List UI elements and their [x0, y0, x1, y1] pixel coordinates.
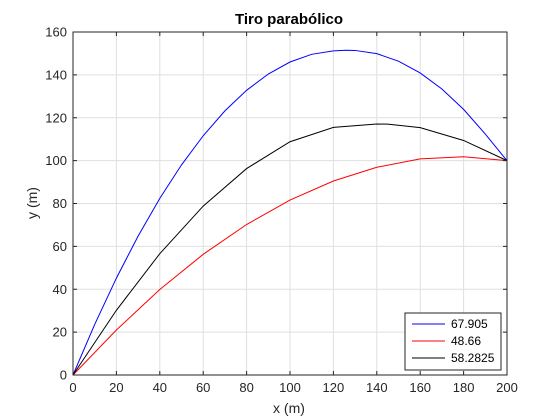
y-tick-label: 0 [60, 368, 67, 383]
x-tick-label: 160 [409, 380, 431, 395]
x-tick-label: 120 [323, 380, 345, 395]
legend-label-1: 67.905 [451, 317, 488, 331]
legend-label-2: 48.66 [451, 334, 481, 348]
x-tick-label: 100 [279, 380, 301, 395]
legend: 67.905 48.66 58.2825 [404, 312, 502, 371]
y-tick-label: 100 [45, 153, 67, 168]
x-tick-label: 0 [69, 380, 76, 395]
series-line-2 [72, 156, 508, 376]
y-tick-label: 40 [53, 282, 67, 297]
legend-label-3: 58.2825 [451, 351, 495, 365]
y-tick-label: 140 [45, 67, 67, 82]
y-tick-label: 20 [53, 325, 67, 340]
y-tick-label: 160 [45, 25, 67, 40]
x-tick-label: 180 [453, 380, 475, 395]
x-tick-label: 80 [239, 380, 253, 395]
y-tick-label: 80 [53, 196, 67, 211]
x-tick-label: 140 [366, 380, 388, 395]
x-tick-label: 60 [196, 380, 210, 395]
chart-title: Tiro parabólico [235, 11, 343, 28]
x-tick-label: 20 [109, 380, 123, 395]
y-tick-label: 60 [53, 239, 67, 254]
y-axis-label: y (m) [24, 187, 40, 219]
x-axis-label: x (m) [273, 400, 305, 416]
series-line-3 [72, 123, 508, 376]
series-line-1 [72, 49, 508, 376]
x-tick-label: 200 [496, 380, 518, 395]
y-tick-label: 120 [45, 110, 67, 125]
x-tick-label: 40 [153, 380, 167, 395]
